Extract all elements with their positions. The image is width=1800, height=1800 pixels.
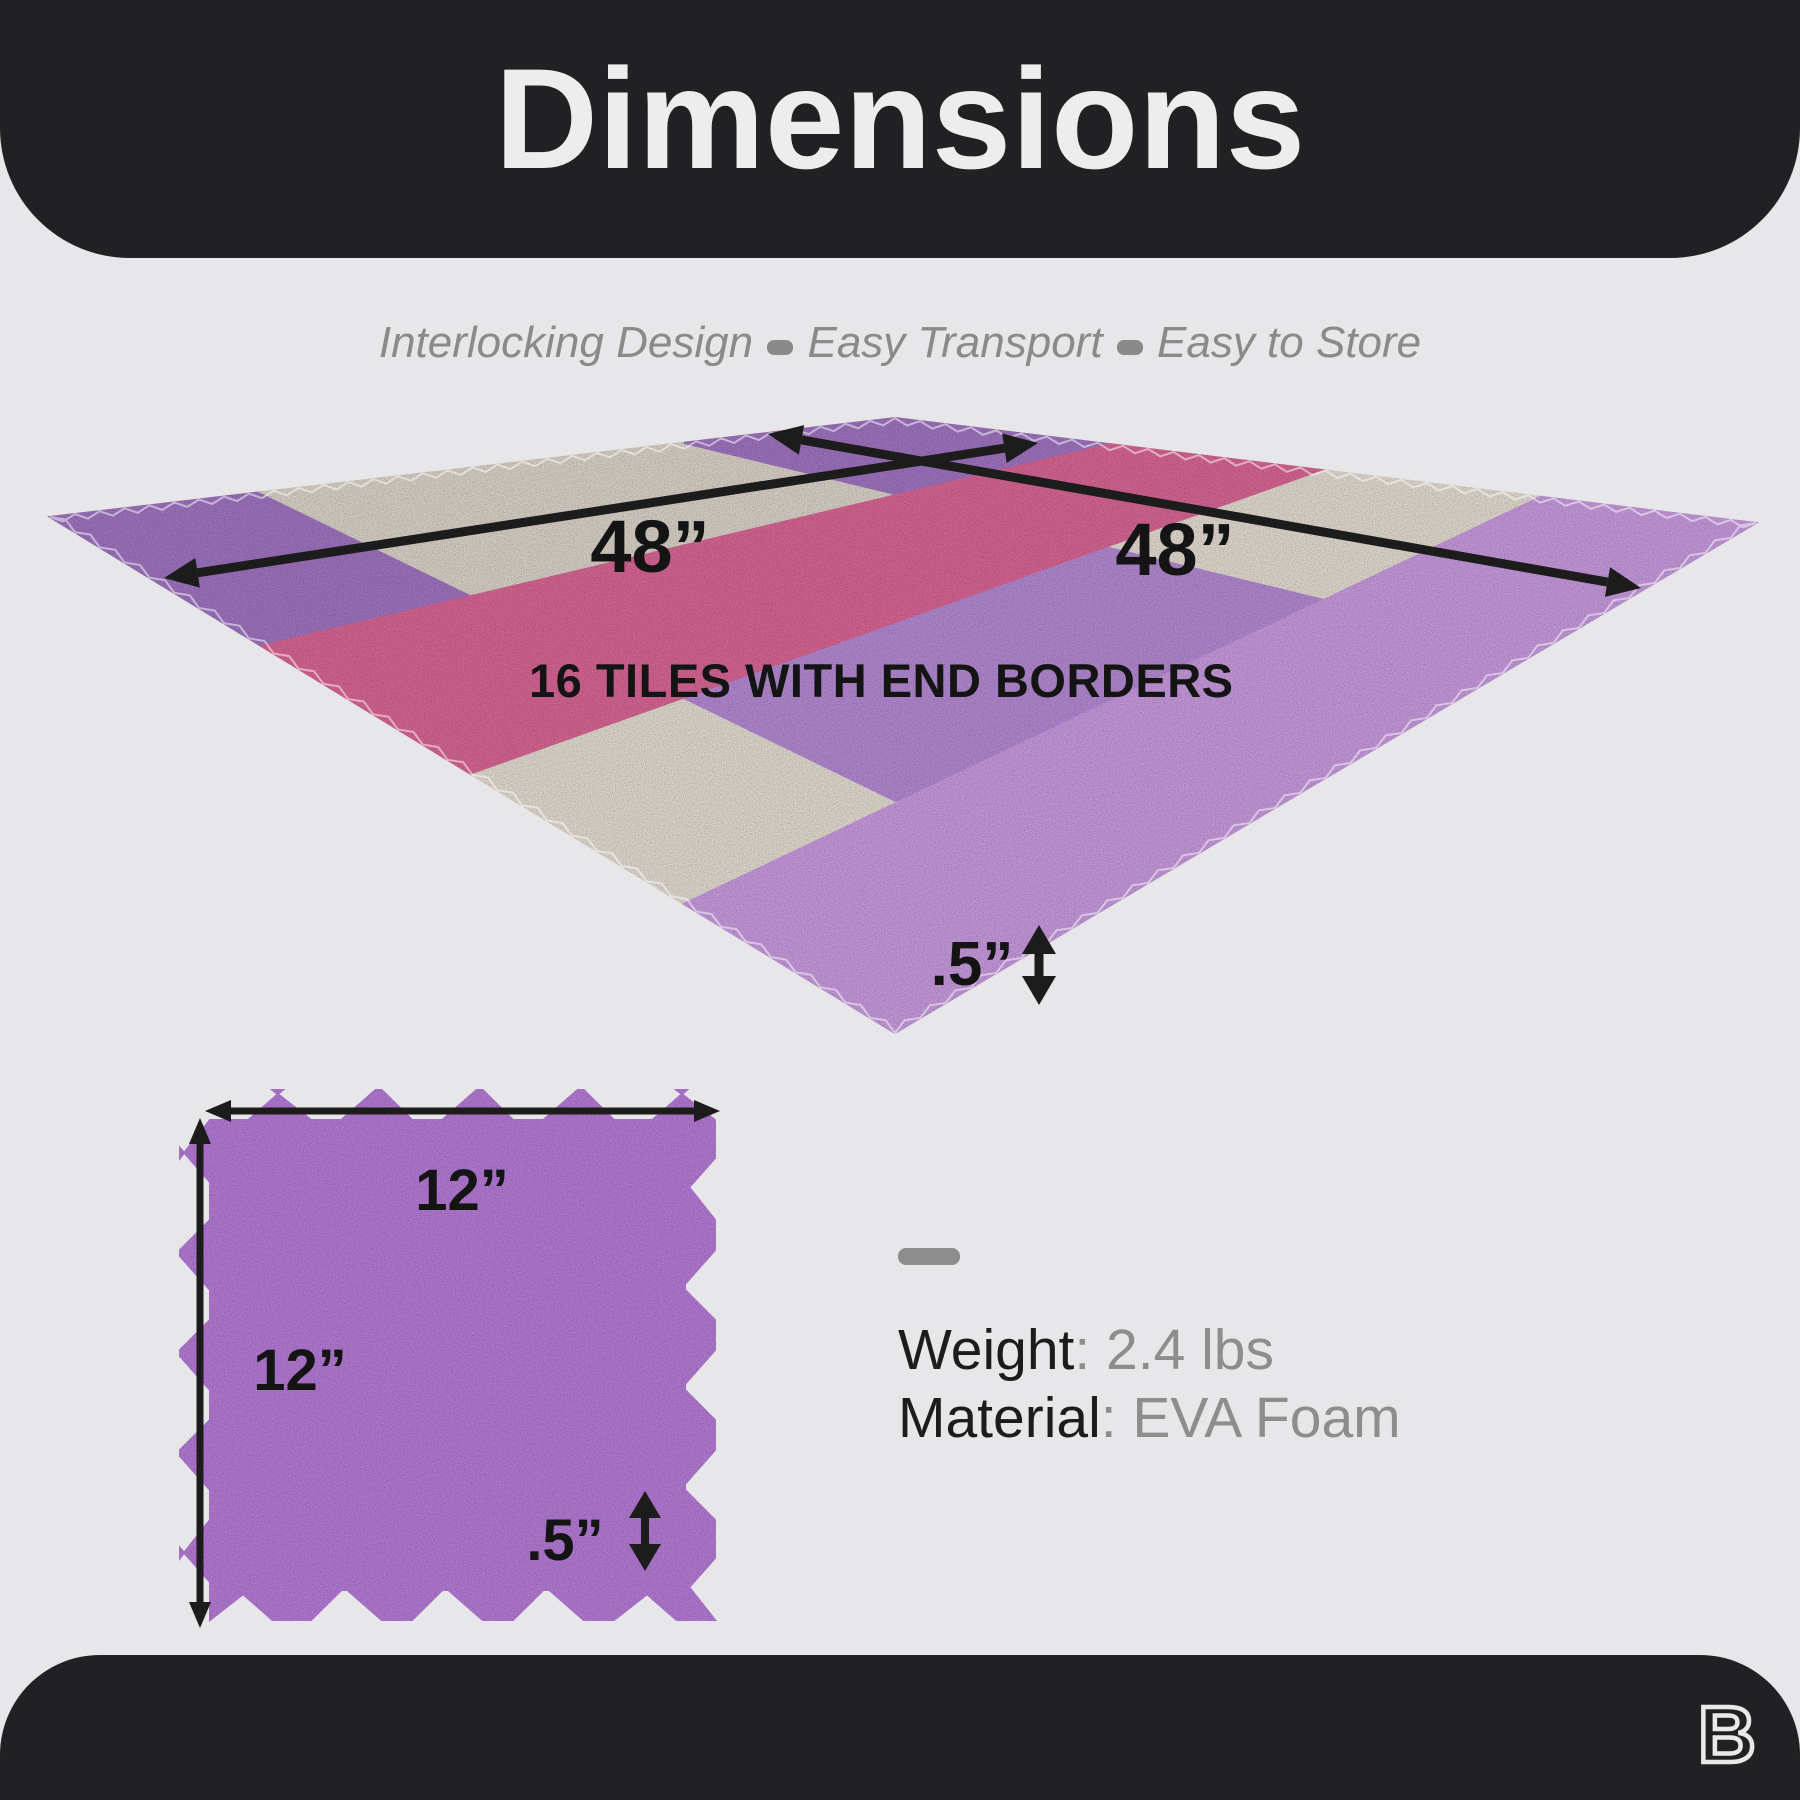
- svg-text:12”: 12”: [253, 1338, 347, 1403]
- svg-text:48”: 48”: [590, 505, 709, 588]
- svg-text:48”: 48”: [1115, 508, 1234, 591]
- svg-text:12”: 12”: [415, 1158, 509, 1223]
- svg-text:B: B: [1698, 1690, 1756, 1779]
- svg-text:16 TILES WITH END BORDERS: 16 TILES WITH END BORDERS: [529, 654, 1234, 707]
- svg-text:.5”: .5”: [526, 1508, 603, 1573]
- svg-text:.5”: .5”: [931, 930, 1014, 999]
